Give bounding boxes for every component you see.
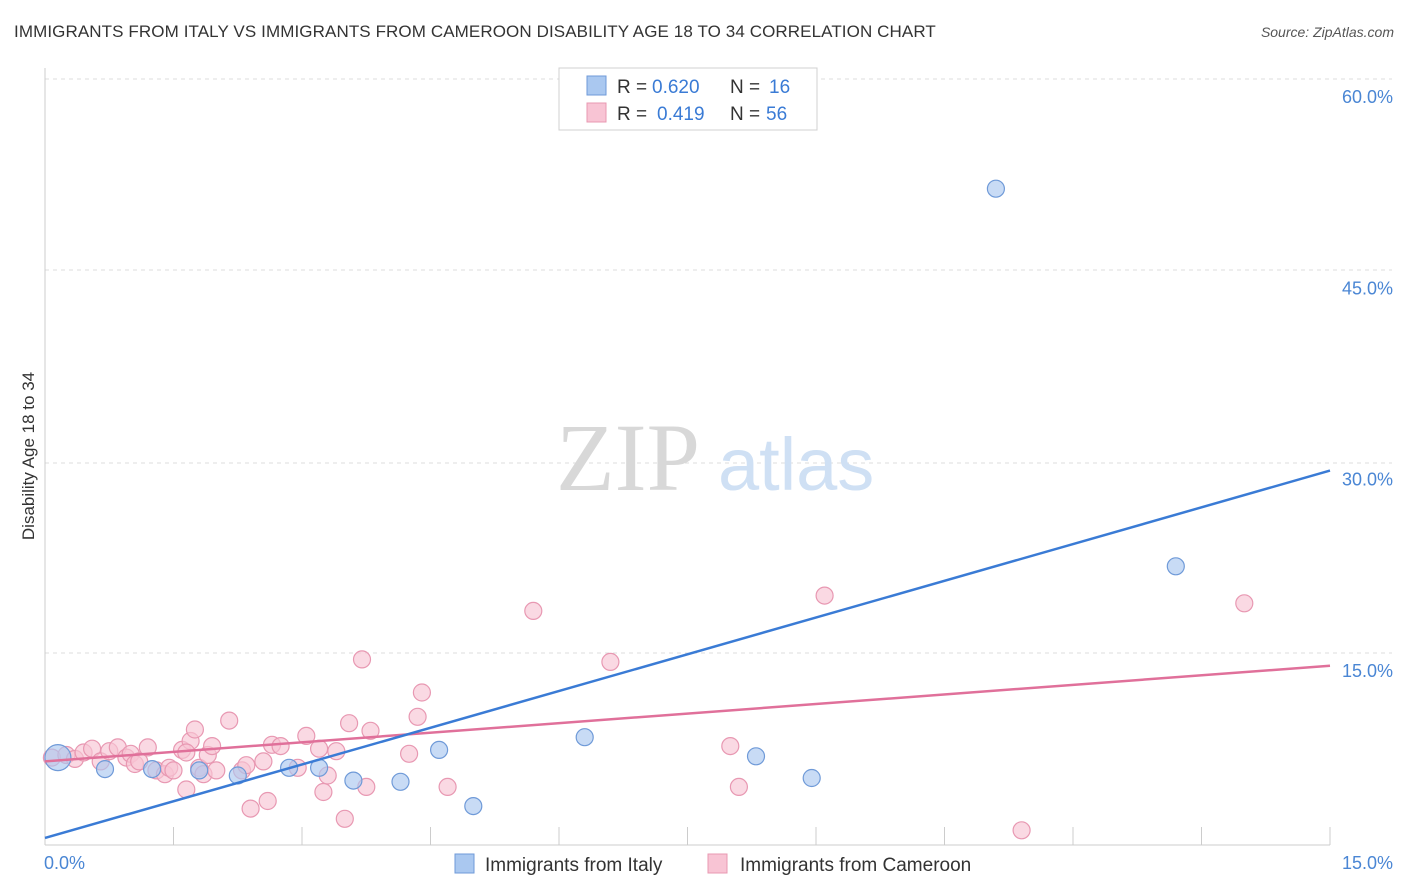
legend-swatch-italy bbox=[586, 75, 607, 96]
cameroon-point bbox=[297, 726, 316, 746]
cameroon-point bbox=[254, 752, 273, 771]
italy-point bbox=[986, 179, 1006, 198]
italy-point bbox=[344, 771, 363, 790]
cameroon-point bbox=[164, 761, 183, 780]
legend-n-value-italy: 16 bbox=[769, 77, 790, 98]
cameroon-point bbox=[310, 739, 329, 758]
x-tick-labels: 0.0% 15.0% bbox=[44, 853, 1393, 873]
cameroon-point bbox=[412, 683, 431, 702]
legend-r-label-italy: R = bbox=[617, 77, 647, 98]
y-tick-label: 15.0% bbox=[1342, 661, 1393, 681]
italy-point bbox=[430, 740, 449, 760]
cameroon-point bbox=[138, 738, 157, 757]
italy-point bbox=[190, 761, 209, 780]
cameroon-point bbox=[335, 809, 354, 828]
italy-trend-line bbox=[44, 469, 1331, 840]
cameroon-point bbox=[408, 707, 427, 726]
cameroon-point bbox=[1235, 594, 1254, 613]
legend-r-value-italy: 0.620 bbox=[652, 77, 700, 98]
cameroon-point bbox=[314, 782, 333, 802]
cameroon-point bbox=[220, 711, 239, 730]
cameroon-point bbox=[815, 586, 834, 605]
legend-n-value-cameroon: 56 bbox=[766, 104, 787, 125]
watermark: ZIP atlas bbox=[556, 404, 874, 511]
cameroon-point bbox=[258, 791, 277, 811]
cameroon-points bbox=[42, 586, 1254, 840]
y-axis-label: Disability Age 18 to 34 bbox=[19, 372, 38, 540]
watermark-zip: ZIP bbox=[556, 404, 700, 511]
chart-title: IMMIGRANTS FROM ITALY VS IMMIGRANTS FROM… bbox=[14, 22, 936, 41]
y-tick-label: 30.0% bbox=[1342, 470, 1393, 490]
y-tick-label: 60.0% bbox=[1342, 87, 1393, 107]
cameroon-point bbox=[729, 777, 749, 797]
cameroon-point bbox=[352, 650, 372, 669]
watermark-atlas: atlas bbox=[718, 423, 874, 506]
italy-point bbox=[95, 759, 115, 779]
cameroon-trend-line bbox=[44, 664, 1331, 763]
axes bbox=[44, 68, 1331, 846]
legend-r-value-cameroon: 0.419 bbox=[657, 104, 705, 125]
bottom-legend-swatch-cameroon bbox=[707, 853, 728, 874]
cameroon-point bbox=[271, 736, 290, 756]
cameroon-point bbox=[1012, 821, 1031, 840]
italy-point bbox=[1166, 557, 1185, 576]
y-tick-label: 45.0% bbox=[1342, 278, 1393, 298]
bottom-legend: Immigrants from Italy Immigrants from Ca… bbox=[454, 853, 971, 876]
italy-point bbox=[464, 796, 483, 816]
legend-n-label-italy: N = bbox=[730, 77, 760, 98]
y-tick-labels: 15.0% 30.0% 45.0% 60.0% bbox=[1342, 87, 1393, 681]
legend-n-label-cameroon: N = bbox=[730, 104, 760, 125]
italy-point bbox=[143, 759, 162, 779]
bottom-legend-label-italy: Immigrants from Italy bbox=[485, 855, 663, 876]
italy-point bbox=[391, 772, 410, 791]
cameroon-point bbox=[524, 601, 543, 621]
italy-point bbox=[575, 728, 594, 747]
legend-swatch-cameroon bbox=[586, 102, 607, 123]
cameroon-point bbox=[361, 721, 380, 740]
cameroon-point bbox=[721, 736, 740, 756]
italy-point bbox=[802, 768, 821, 788]
cameroon-point bbox=[241, 799, 260, 818]
bottom-legend-label-cameroon: Immigrants from Cameroon bbox=[740, 855, 971, 876]
top-legend: R = 0.620 N = 16 R = 0.419 N = 56 bbox=[558, 67, 818, 131]
cameroon-point bbox=[185, 720, 204, 739]
cameroon-point bbox=[203, 736, 222, 756]
italy-points bbox=[44, 179, 1185, 816]
italy-point bbox=[746, 747, 766, 766]
cameroon-point bbox=[340, 714, 359, 733]
bottom-legend-swatch-italy bbox=[454, 853, 475, 874]
legend-r-label-cameroon: R = bbox=[617, 104, 647, 125]
grid-lines bbox=[45, 78, 1392, 654]
italy-point bbox=[44, 743, 72, 772]
x-tick-label-min: 0.0% bbox=[44, 853, 85, 873]
x-tick-label-max: 15.0% bbox=[1342, 853, 1393, 873]
cameroon-point bbox=[601, 652, 620, 672]
cameroon-point bbox=[400, 744, 419, 763]
cameroon-point bbox=[438, 777, 457, 797]
source-label: Source: ZipAtlas.com bbox=[1260, 24, 1394, 40]
trend-lines bbox=[44, 469, 1331, 840]
cameroon-point bbox=[207, 761, 226, 780]
